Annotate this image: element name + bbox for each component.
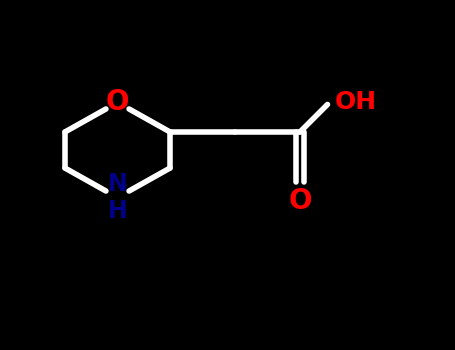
Text: OH: OH	[335, 90, 377, 114]
Text: O: O	[288, 187, 312, 215]
Text: O: O	[106, 89, 129, 117]
Text: H: H	[108, 199, 127, 223]
Text: N: N	[108, 172, 127, 196]
